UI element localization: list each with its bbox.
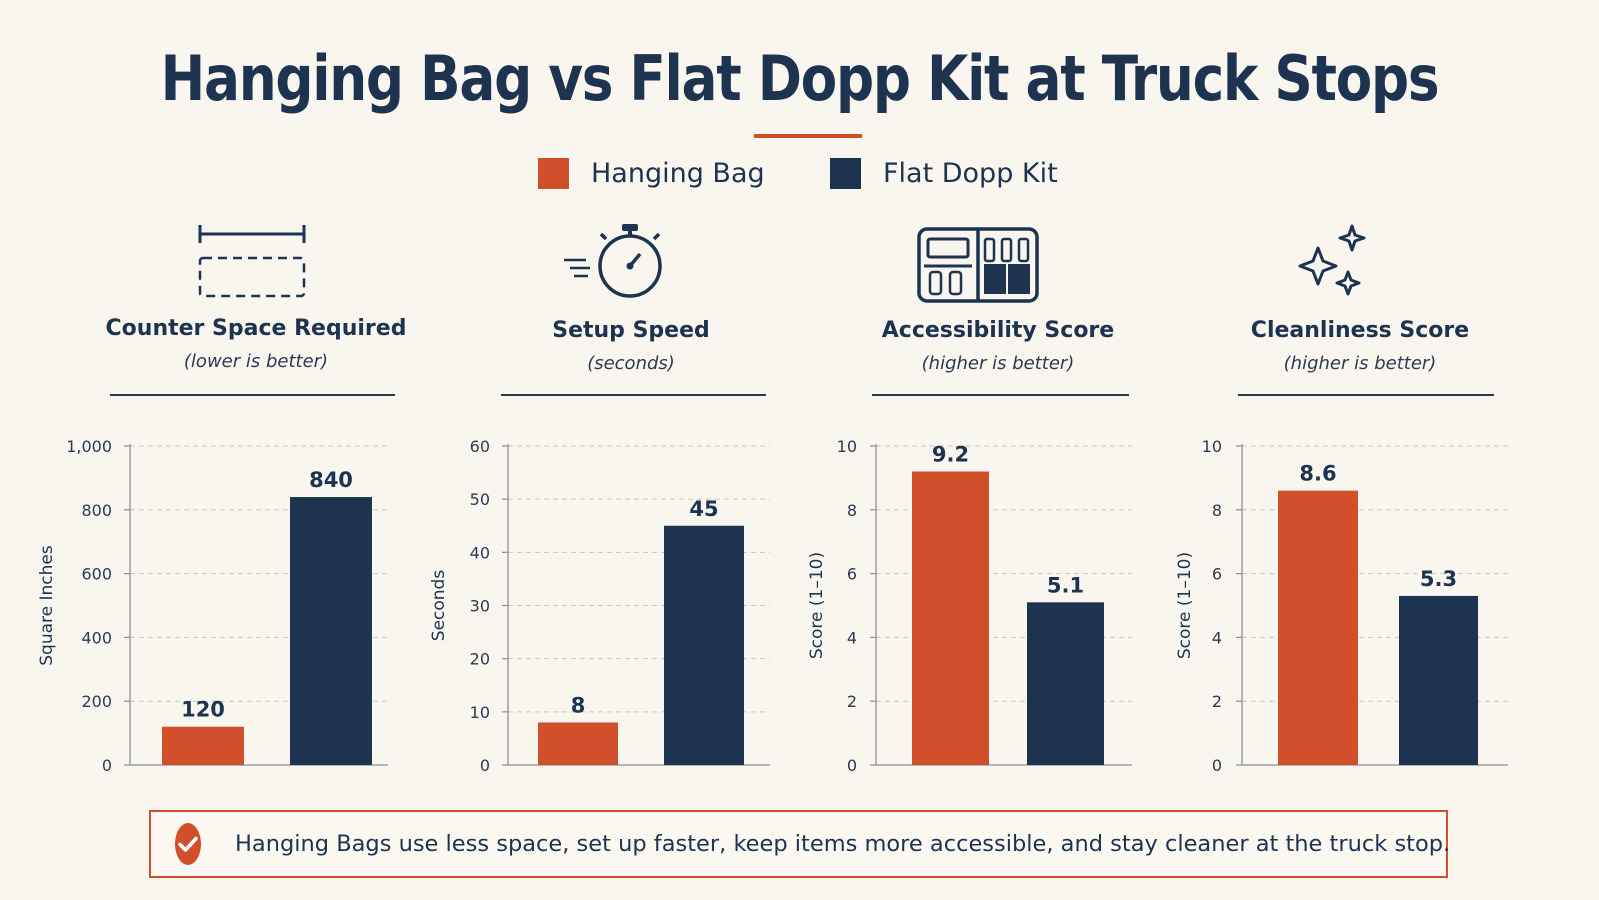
setup-speed-ytick-label: 10 [470, 703, 490, 722]
accessibility-ytick-label: 10 [837, 437, 857, 456]
title-underline [754, 134, 862, 138]
cleanliness-bar-flat-dopp-kit [1399, 595, 1478, 765]
legend-item-hanging-bag: Hanging Bag [538, 158, 765, 189]
counter-space-ytick-label: 400 [81, 628, 112, 647]
setup-speed-bar-flat-dopp-kit [664, 525, 744, 765]
compartments-icon [917, 227, 1039, 303]
accessibility-ytick-label: 2 [847, 692, 857, 711]
legend-item-flat-dopp-kit: Flat Dopp Kit [830, 158, 1058, 189]
counter-space-ytick-label: 1,000 [66, 437, 112, 456]
setup-speed-ytick-label: 60 [470, 437, 490, 456]
accessibility-bar-flat-dopp-kit [1027, 602, 1104, 765]
legend: Hanging Bag Flat Dopp Kit [0, 158, 1599, 198]
counter-space-ytick-label: 600 [81, 565, 112, 584]
setup-speed-ytick-label: 50 [470, 490, 490, 509]
accessibility-ytick-label: 4 [847, 628, 857, 647]
setup-speed-value-label-hanging-bag: 8 [571, 693, 586, 717]
panel-title-accessibility: Accessibility Score [881, 318, 1115, 343]
cleanliness-value-label-flat-dopp-kit: 5.3 [1420, 567, 1457, 591]
panel-subtitle-accessibility: (higher is better) [921, 353, 1075, 374]
counter-space-value-label-hanging-bag: 120 [181, 698, 225, 722]
cleanliness-ytick-label: 10 [1202, 437, 1222, 456]
setup-speed-ytick-label: 0 [480, 756, 490, 775]
accessibility-ytick-label: 6 [847, 565, 857, 584]
setup-speed-ytick-label: 40 [470, 543, 490, 562]
sparkle-icon [1298, 224, 1366, 296]
setup-speed-ylabel: Seconds [429, 570, 449, 642]
cleanliness-ylabel: Score (1–10) [1175, 552, 1195, 659]
panel-header-setup-speed: Setup Speed (seconds) [471, 318, 791, 374]
accessibility-ylabel: Score (1–10) [807, 552, 827, 659]
panel-header-cleanliness: Cleanliness Score (higher is better) [1200, 318, 1520, 374]
legend-swatch-hanging-bag [538, 158, 569, 189]
stopwatch-icon [564, 224, 662, 298]
chart-title: Hanging Bag vs Flat Dopp Kit at Truck St… [160, 42, 1440, 115]
cleanliness-bar-hanging-bag [1278, 490, 1358, 765]
summary-callout: Hanging Bags use less space, set up fast… [149, 810, 1451, 878]
counter-space-ytick-label: 800 [81, 501, 112, 520]
panel-rule-cleanliness [1238, 394, 1494, 396]
panel-rule-counter-space [110, 394, 395, 396]
panel-subtitle-cleanliness: (higher is better) [1283, 353, 1437, 374]
panel-rule-accessibility [872, 394, 1129, 396]
panel-title-setup-speed: Setup Speed [552, 318, 710, 343]
legend-swatch-flat-dopp-kit [830, 158, 861, 189]
panel-title-counter-space: Counter Space Required [105, 316, 407, 341]
accessibility-ytick-label: 0 [847, 756, 857, 775]
legend-label-flat-dopp-kit: Flat Dopp Kit [883, 158, 1058, 189]
counter-space-value-label-flat-dopp-kit: 840 [309, 468, 353, 492]
accessibility-bar-hanging-bag [912, 471, 989, 765]
panel-header-counter-space: Counter Space Required (lower is better) [96, 316, 416, 372]
counter-space-ytick-label: 200 [81, 692, 112, 711]
panel-title-cleanliness: Cleanliness Score [1250, 318, 1470, 343]
cleanliness-ytick-label: 8 [1212, 501, 1222, 520]
legend-label-hanging-bag: Hanging Bag [591, 158, 765, 189]
ruler-dashed-box-icon [198, 225, 306, 298]
cleanliness-value-label-hanging-bag: 8.6 [1299, 462, 1336, 486]
counter-space-bar-flat-dopp-kit [290, 497, 372, 765]
accessibility-value-label-flat-dopp-kit: 5.1 [1047, 573, 1084, 597]
cleanliness-ytick-label: 2 [1212, 692, 1222, 711]
panel-subtitle-setup-speed: (seconds) [587, 353, 675, 374]
panel-subtitle-counter-space: (lower is better) [183, 351, 329, 372]
setup-speed-value-label-flat-dopp-kit: 45 [689, 497, 718, 521]
counter-space-ytick-label: 0 [102, 756, 112, 775]
setup-speed-ytick-label: 20 [470, 650, 490, 669]
setup-speed-ytick-label: 30 [470, 597, 490, 616]
counter-space-ylabel: Square Inches [37, 545, 57, 666]
accessibility-ytick-label: 8 [847, 501, 857, 520]
accessibility-value-label-hanging-bag: 9.2 [932, 443, 969, 467]
cleanliness-ytick-label: 6 [1212, 565, 1222, 584]
check-circle-icon [175, 823, 201, 865]
setup-speed-bar-hanging-bag [538, 722, 618, 765]
cleanliness-ytick-label: 4 [1212, 628, 1222, 647]
summary-text: Hanging Bags use less space, set up fast… [235, 831, 1451, 857]
counter-space-bar-hanging-bag [162, 726, 244, 765]
panel-header-accessibility: Accessibility Score (higher is better) [838, 318, 1158, 374]
cleanliness-ytick-label: 0 [1212, 756, 1222, 775]
panel-rule-setup-speed [501, 394, 766, 396]
